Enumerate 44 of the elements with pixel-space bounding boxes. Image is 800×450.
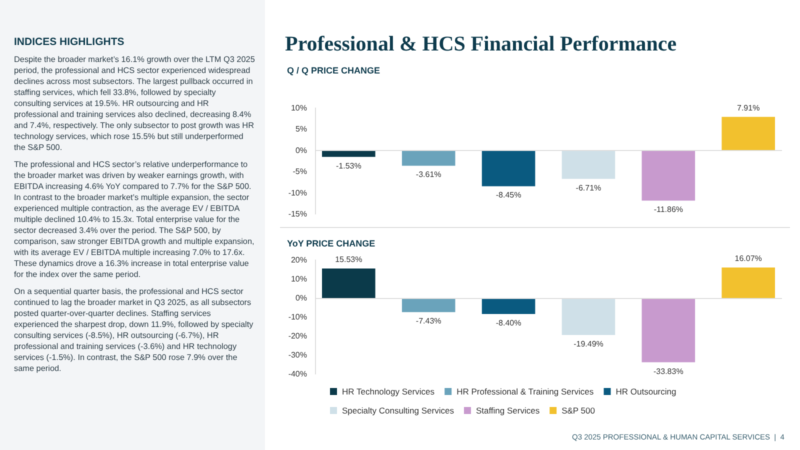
y-tick-label: -10% [288, 312, 307, 322]
data-label: 16.07% [734, 254, 762, 263]
data-label: -6.71% [576, 183, 602, 192]
bar [562, 298, 616, 336]
y-tick-label: -15% [288, 210, 307, 218]
y-tick-label: -10% [288, 188, 307, 198]
data-label: -8.45% [496, 190, 522, 200]
chart-title: YoY PRICE CHANGE [287, 238, 376, 248]
chart-title: Professional & HCS Financial Performance [285, 32, 677, 56]
text: The professional and HCS sector’s relative underperformance to the broader market was driven by weaker earnings growth, with EBITDA increasing 4.6% YoY compared to 7.7% for the S&P 500. In contrast to the broader market’s multiple expansion, the sector experienced multiple contraction, as the average EV / EBITDA multiple declined 10.4% to 15.3x. Total enterprise value for the sector decreased 3.4% over the period. The S&P 500, by comparison, saw stronger EBITDA growth and multiple expansion, with its average EV / EBITDA multiple increasing 7.0% to 17.6x. These dynamics drove a 16.3% increase in total enterprise value for the index over the same period. [14, 160, 254, 279]
legend-label: HR Outsourcing [616, 386, 676, 396]
data-label: -3.61% [416, 170, 442, 180]
y-tick-label: -5% [292, 167, 307, 176]
bar [402, 298, 456, 312]
text: INDICES HIGHLIGHTS [14, 36, 126, 48]
text: Despite the broader market’s 16.1% growth over the LTM Q3 2025 period, the professional and HCS sector experienced widespread declines across most subsectors. The largest pullback occurred in staffing services, which fell 33.8%, followed by specialty consulting services at 19.5%. HR outsourcing and HR professional and training services also declined, decreasing 8.4% and 7.4%, respectively. The only subsector to post growth was HR technology services, which rose 15.5% but still underperformed the S&P 500. [14, 55, 255, 152]
bar [642, 298, 696, 362]
legend-label: Staffing Services [476, 406, 540, 416]
legend-label: HR Technology Services [342, 386, 434, 396]
text: On a sequential quarter basis, the professional and HCS sector continued to lag the broader market in Q3 2025, as all subsectors posted quarter-over-quarter declines. Staffing services experienced the sharpest drop, down 11.9%, followed by specialty consulting services (-8.5%), HR outsourcing (-6.7%), HR professional and training services (-3.6%) and HR technology services (-1.5%). In contrast, the S&P 500 rose 7.9% over the same period. [14, 286, 254, 374]
data-label: -7.43% [416, 316, 442, 326]
y-tick-label: -30% [288, 350, 307, 360]
bar [322, 268, 376, 298]
legend-label: HR Professional & Training Services [456, 386, 594, 396]
data-label: -19.49% [574, 340, 604, 349]
legend-label: Specialty Consulting Services [342, 406, 454, 416]
data-label: -33.83% [654, 366, 684, 376]
data-label: -11.86% [654, 205, 684, 214]
y-tick-label: 10% [290, 274, 307, 284]
y-tick-label: 5% [295, 124, 307, 134]
y-tick-label: -40% [288, 370, 307, 378]
y-tick-label: 0% [295, 146, 307, 155]
bar [722, 267, 775, 298]
bar [482, 298, 536, 314]
data-label: 15.53% [335, 254, 362, 264]
legend-label: S&P 500 [562, 406, 596, 416]
y-tick-label: 0% [295, 294, 307, 302]
y-tick-label: 10% [290, 104, 307, 112]
y-tick-label: 20% [290, 256, 307, 264]
data-label: 7.91% [737, 103, 760, 112]
data-label: -8.40% [496, 318, 522, 328]
data-label: -1.53% [336, 161, 362, 170]
y-tick-label: -20% [288, 332, 307, 340]
chart-subtitle: Q / Q PRICE CHANGE [287, 66, 380, 76]
